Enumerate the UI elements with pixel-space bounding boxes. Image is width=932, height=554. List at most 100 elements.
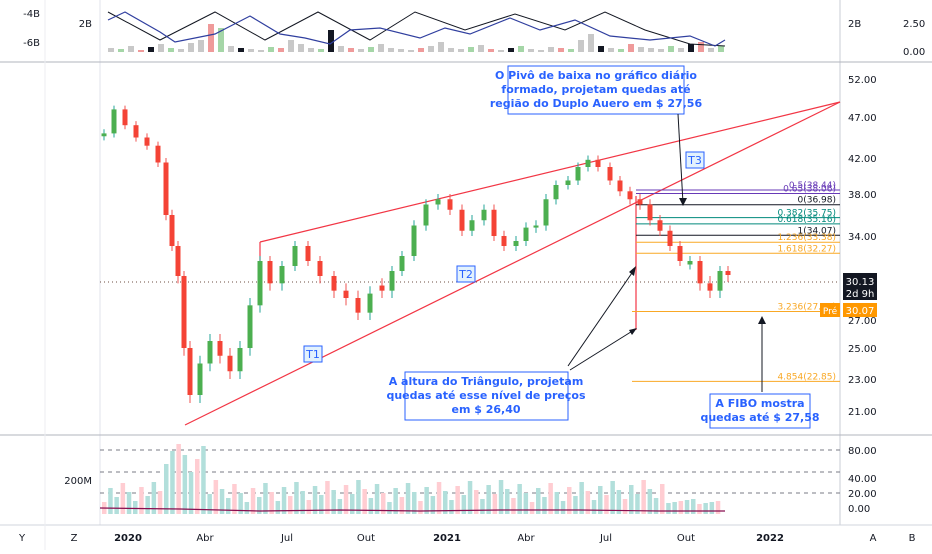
price-tick-1: 47.00 (848, 113, 877, 124)
annotation-pivot[interactable]: O Pivô de baixa no gráfico diário formad… (490, 65, 703, 115)
toolbar-button-b[interactable]: B (909, 533, 916, 544)
volume-bar-63 (492, 494, 498, 514)
candle-body-42 (543, 199, 549, 226)
top-bar-52 (628, 44, 634, 52)
volume-bar-77 (579, 482, 584, 514)
fib-label-6: 1.236(33.38) (777, 233, 836, 243)
top-bar-24 (348, 48, 354, 52)
candle-body-47 (595, 159, 601, 167)
volume-bar-39 (343, 485, 349, 514)
volume-bar-71 (542, 497, 547, 514)
top-bar-41 (518, 46, 524, 52)
annotation-triangle[interactable]: A altura do Triângulo, projetam quedas a… (386, 371, 586, 421)
volume-bar-65 (505, 489, 510, 514)
volume-bar-7 (145, 496, 150, 514)
volume-bar-32 (300, 491, 305, 514)
candle-body-26 (367, 293, 373, 313)
candle-body-51 (637, 199, 643, 205)
candle-body-0 (101, 133, 107, 137)
candle-body-2 (122, 109, 128, 126)
volume-bar-72 (548, 483, 553, 514)
annotation-pivot-line3: região do Duplo Auero em $ 27,56 (490, 97, 703, 110)
annotation-triangle-arrow-2 (569, 329, 635, 371)
volume-bar-10 (164, 464, 169, 514)
volume-bar-78 (585, 491, 591, 514)
volume-bar-11 (170, 451, 175, 514)
top-bar-9 (198, 40, 204, 52)
volume-bar-81 (604, 495, 609, 514)
volume-bar-66 (511, 498, 516, 514)
top-bar-34 (448, 48, 454, 52)
top-scale-label-right: 2B (848, 19, 861, 30)
top-bar-10 (208, 24, 214, 52)
fib-label-9: 4.854(22.85) (777, 372, 836, 382)
volume-bar-40 (350, 494, 355, 514)
volume-bar-68 (523, 493, 529, 514)
volume-bar-74 (560, 501, 566, 514)
volume-bar-76 (573, 496, 578, 514)
volume-bar-43 (368, 498, 374, 514)
volume-bar-80 (598, 486, 603, 514)
fib-label-4: 0.618(35.16) (777, 215, 836, 225)
candle-body-19 (279, 266, 285, 284)
toolbar-button-y[interactable]: Y (18, 533, 26, 544)
volume-bar-16 (201, 446, 206, 514)
toolbar-button-z[interactable]: Z (71, 533, 78, 544)
candle-body-50 (627, 191, 633, 200)
toolbar-button-a[interactable]: A (870, 533, 877, 544)
top-bar-31 (418, 48, 424, 52)
top-bar-60 (708, 48, 714, 52)
candle-body-43 (553, 185, 559, 200)
candle-body-17 (257, 261, 263, 306)
top-bar-1 (118, 49, 124, 52)
candle-body-16 (247, 305, 253, 348)
top-bar-13 (238, 48, 244, 52)
volume-bar-6 (139, 487, 144, 514)
volume-bar-54 (436, 482, 442, 514)
annotation-fibo-line1: A FIBO mostra (715, 397, 804, 410)
price-tick-2: 42.00 (848, 154, 877, 165)
candle-body-32 (435, 199, 441, 205)
top-bar-43 (538, 50, 544, 52)
fib-label-3: 0.382(35.75) (777, 209, 836, 219)
candle-body-40 (523, 227, 529, 241)
annotation-fibo[interactable]: A FIBO mostra quedas até $ 27,58 (700, 393, 820, 429)
candle-body-58 (707, 283, 713, 291)
volume-bar-30 (288, 496, 293, 514)
candle-body-28 (389, 271, 395, 291)
volume-bar-62 (486, 485, 491, 514)
volume-bar-73 (554, 492, 560, 514)
top-bar-36 (468, 47, 474, 52)
volume-bar-53 (430, 496, 436, 514)
volume-left-label: 200M (64, 476, 92, 487)
annotation-pivot-line2: formado, projetam quedas até (501, 83, 690, 96)
volume-bar-58 (461, 495, 467, 514)
volume-bar-27 (269, 492, 274, 514)
time-axis: 2020 Abr Jul Out 2021 Abr Jul Out 2022 (114, 533, 784, 544)
candle-body-22 (317, 261, 323, 276)
top-indicator-line-dark (107, 11, 726, 47)
top-indicator-line-blue (107, 11, 726, 47)
candle-body-13 (217, 341, 223, 356)
top-bar-14 (248, 49, 254, 52)
top-bar-32 (428, 46, 434, 52)
top-bar-49 (598, 46, 604, 52)
label-t3-text: T3 (687, 154, 702, 167)
top-bar-0 (108, 48, 114, 52)
top-bar-7 (178, 49, 184, 52)
top-bar-51 (618, 49, 624, 52)
volume-bar-59 (467, 481, 473, 514)
volume-bar-52 (424, 487, 429, 514)
time-tick-3: Out (357, 533, 375, 544)
annotation-triangle-line3: em $ 26,40 (451, 403, 520, 416)
fib-label-8: 3.236(27.58) (777, 302, 836, 312)
top-bar-15 (258, 50, 264, 52)
top-bar-25 (358, 49, 364, 52)
fib-label-2: 0(36.98) (797, 196, 836, 206)
top-bar-16 (268, 47, 274, 52)
candle-body-11 (197, 363, 203, 395)
volume-bar-19 (219, 489, 225, 514)
candle-body-29 (399, 256, 405, 271)
volume-bar-49 (405, 483, 411, 514)
